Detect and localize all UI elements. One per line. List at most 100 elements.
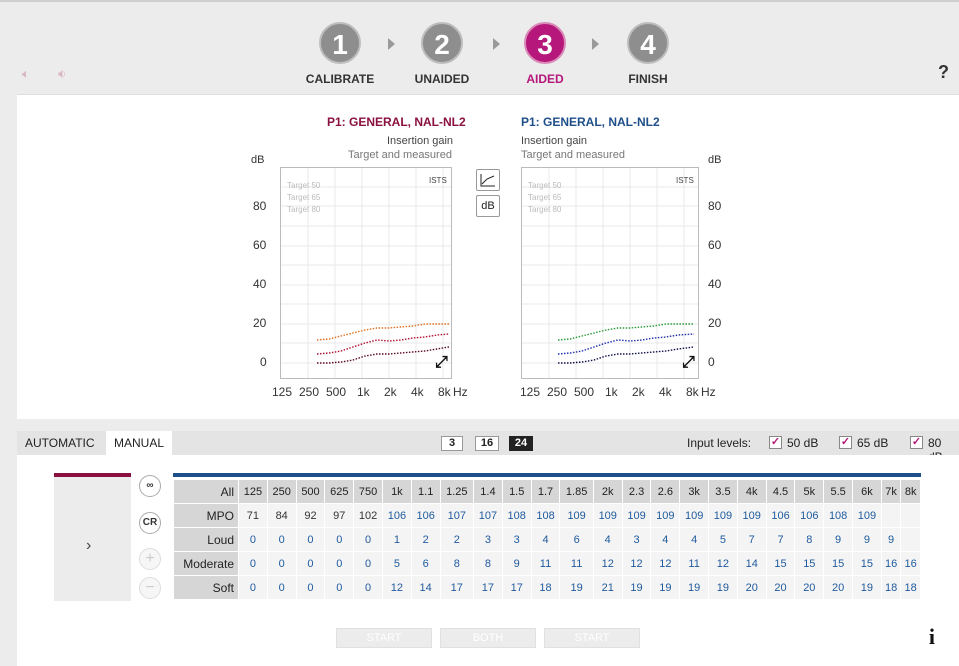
table-cell[interactable]: 109 xyxy=(737,504,766,527)
step-aided[interactable]: 3 AIDED xyxy=(505,22,585,86)
table-cell[interactable]: 9 xyxy=(824,528,853,551)
table-cell[interactable]: 109 xyxy=(853,504,881,527)
table-cell[interactable]: 0 xyxy=(354,528,382,551)
checkbox-80db[interactable]: ✓ xyxy=(910,436,923,449)
table-cell[interactable]: 108 xyxy=(531,504,560,527)
table-cell[interactable]: 0 xyxy=(296,528,325,551)
tab-manual[interactable]: MANUAL xyxy=(106,431,173,455)
step-unaided[interactable]: 2 UNAIDED xyxy=(402,22,482,86)
table-cell[interactable]: 102 xyxy=(354,504,382,527)
table-cell[interactable]: 7 xyxy=(766,528,795,551)
db-button[interactable]: dB xyxy=(476,195,500,217)
table-cell[interactable]: 5 xyxy=(709,528,737,551)
column-header[interactable]: 1.4 xyxy=(474,480,502,503)
expand-icon[interactable]: ⤢ xyxy=(435,354,448,371)
table-cell[interactable]: 0 xyxy=(325,576,354,599)
table-cell[interactable]: 2 xyxy=(411,528,440,551)
table-cell[interactable]: 20 xyxy=(766,576,795,599)
column-header[interactable]: 125 xyxy=(239,480,267,503)
column-header[interactable]: 1k xyxy=(382,480,411,503)
table-cell[interactable]: 18 xyxy=(531,576,560,599)
channel-3-button[interactable]: 3 xyxy=(441,436,463,451)
table-cell[interactable]: 15 xyxy=(853,552,881,575)
table-cell[interactable]: 5 xyxy=(382,552,411,575)
column-header[interactable]: 6k xyxy=(853,480,881,503)
table-cell[interactable]: 15 xyxy=(795,552,824,575)
minus-button[interactable]: − xyxy=(139,577,161,599)
table-cell[interactable]: 106 xyxy=(411,504,440,527)
column-header[interactable]: 2k xyxy=(593,480,622,503)
speaker-left-icon[interactable]: 🔈︎ xyxy=(22,66,30,81)
column-header[interactable]: 5.5 xyxy=(824,480,853,503)
table-cell[interactable]: 15 xyxy=(824,552,853,575)
table-cell[interactable]: 0 xyxy=(267,552,296,575)
column-header[interactable]: 3k xyxy=(680,480,709,503)
table-cell[interactable]: 12 xyxy=(709,552,737,575)
table-cell[interactable]: 20 xyxy=(737,576,766,599)
speaker-right-icon[interactable]: 🔉︎ xyxy=(58,66,67,81)
help-icon[interactable]: ? xyxy=(938,62,949,82)
table-cell[interactable]: 71 xyxy=(239,504,267,527)
table-cell[interactable]: 4 xyxy=(651,528,680,551)
table-cell[interactable]: 11 xyxy=(680,552,709,575)
table-cell[interactable]: 12 xyxy=(593,552,622,575)
table-cell[interactable] xyxy=(901,504,920,527)
table-cell[interactable]: 106 xyxy=(795,504,824,527)
table-cell[interactable]: 92 xyxy=(296,504,325,527)
side-expander[interactable]: › xyxy=(54,473,131,601)
row-label[interactable]: Soft xyxy=(174,576,238,599)
table-cell[interactable]: 0 xyxy=(239,528,267,551)
table-cell[interactable] xyxy=(901,528,920,551)
table-cell[interactable]: 14 xyxy=(411,576,440,599)
table-cell[interactable]: 8 xyxy=(474,552,502,575)
row-label[interactable]: MPO xyxy=(174,504,238,527)
table-cell[interactable]: 109 xyxy=(622,504,651,527)
cr-button[interactable]: CR xyxy=(139,512,161,534)
column-header[interactable]: 1.85 xyxy=(560,480,593,503)
table-cell[interactable] xyxy=(881,504,901,527)
table-cell[interactable]: 9 xyxy=(881,528,901,551)
table-cell[interactable]: 84 xyxy=(267,504,296,527)
left-plot[interactable]: ISTS Target 50 Target 65 Target 80 ⤢ xyxy=(280,167,452,379)
table-cell[interactable]: 0 xyxy=(354,576,382,599)
table-cell[interactable]: 0 xyxy=(325,552,354,575)
table-cell[interactable]: 8 xyxy=(440,552,474,575)
table-cell[interactable]: 109 xyxy=(680,504,709,527)
table-cell[interactable]: 4 xyxy=(593,528,622,551)
start-right-button[interactable]: START xyxy=(544,628,640,648)
right-plot[interactable]: ISTS Target 50 Target 65 Target 80 ⤢ xyxy=(521,167,699,379)
table-cell[interactable]: 4 xyxy=(680,528,709,551)
line-graph-icon[interactable] xyxy=(476,169,500,191)
table-cell[interactable]: 107 xyxy=(474,504,502,527)
link-icon[interactable]: ∞ xyxy=(139,475,161,497)
table-cell[interactable]: 11 xyxy=(531,552,560,575)
table-cell[interactable]: 106 xyxy=(766,504,795,527)
table-cell[interactable]: 2 xyxy=(440,528,474,551)
table-cell[interactable]: 0 xyxy=(354,552,382,575)
column-header[interactable]: 2.3 xyxy=(622,480,651,503)
checkbox-65db[interactable]: ✓ xyxy=(839,436,852,449)
channel-16-button[interactable]: 16 xyxy=(475,436,499,451)
table-cell[interactable]: 19 xyxy=(853,576,881,599)
table-cell[interactable]: 19 xyxy=(680,576,709,599)
channel-24-button[interactable]: 24 xyxy=(509,436,533,451)
column-header[interactable]: 2.6 xyxy=(651,480,680,503)
table-cell[interactable]: 18 xyxy=(901,576,920,599)
table-cell[interactable]: 9 xyxy=(502,552,531,575)
table-cell[interactable]: 0 xyxy=(239,552,267,575)
table-cell[interactable]: 19 xyxy=(560,576,593,599)
table-cell[interactable]: 17 xyxy=(474,576,502,599)
table-cell[interactable]: 20 xyxy=(795,576,824,599)
both-button[interactable]: BOTH xyxy=(440,628,536,648)
plus-button[interactable]: + xyxy=(139,548,161,570)
tab-automatic[interactable]: AUTOMATIC xyxy=(25,436,95,450)
table-cell[interactable]: 97 xyxy=(325,504,354,527)
table-cell[interactable]: 12 xyxy=(382,576,411,599)
table-cell[interactable]: 18 xyxy=(881,576,901,599)
table-cell[interactable]: 6 xyxy=(411,552,440,575)
table-cell[interactable]: 6 xyxy=(560,528,593,551)
row-label[interactable]: Moderate xyxy=(174,552,238,575)
table-cell[interactable]: 7 xyxy=(737,528,766,551)
column-header[interactable]: 625 xyxy=(325,480,354,503)
table-cell[interactable]: 16 xyxy=(901,552,920,575)
